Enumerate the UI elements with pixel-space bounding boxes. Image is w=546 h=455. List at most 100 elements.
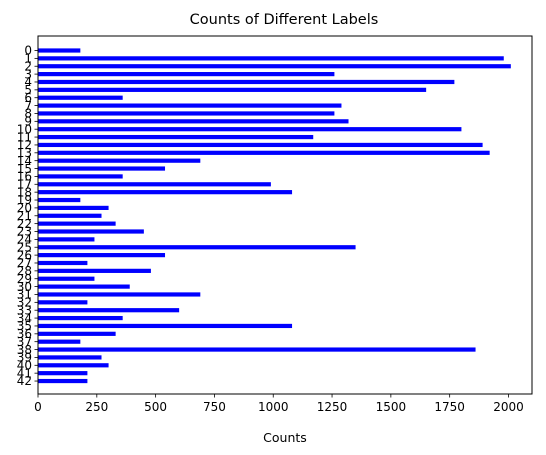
y-tick-label-9: 9 [24,115,32,129]
y-tick-label-21: 21 [17,209,32,223]
bar-12 [38,142,483,148]
bar-33 [38,308,180,313]
x-tick-label-1750: 1750 [434,400,465,414]
bar-11 [38,134,314,140]
bar-26 [38,253,166,258]
x-tick-label-750: 750 [203,400,226,414]
x-axis-ticks: 0 250 500 750 1000 1250 1500 1750 2000 [34,394,524,414]
bar-24 [38,237,95,242]
y-tick-label-10: 10 [17,122,32,136]
y-tick-label-16: 16 [17,170,32,184]
bar-16 [38,174,123,179]
bar-42 [38,378,88,384]
y-tick-label-8: 8 [24,107,32,121]
y-tick-label-35: 35 [17,319,32,333]
bar-28 [38,268,151,273]
bar-23 [38,229,144,234]
y-tick-label-42: 42 [17,374,32,388]
bar-3 [38,72,335,77]
chart-title: Counts of Different Labels [190,12,379,28]
bar-10 [38,127,462,132]
bar-31 [38,292,201,297]
bar-2 [38,64,511,69]
bar-25 [38,245,356,250]
bar-37 [38,339,81,344]
y-tick-label-33: 33 [17,303,32,317]
y-tick-label-7: 7 [24,99,32,113]
bar-32 [38,300,88,305]
y-tick-label-28: 28 [17,264,32,278]
y-tick-label-11: 11 [17,130,32,144]
y-tick-label-32: 32 [17,296,32,310]
bar-15 [38,166,166,171]
y-tick-label-38: 38 [17,343,32,357]
bar-8 [38,111,335,116]
y-tick-label-5: 5 [24,83,32,97]
y-tick-label-29: 29 [17,272,32,286]
bar-40 [38,363,109,368]
bar-0 [38,48,81,53]
bar-22 [38,221,116,226]
x-axis-label: Counts [263,430,307,445]
bar-19 [38,197,81,203]
y-tick-label-20: 20 [17,201,32,215]
y-tick-label-19: 19 [17,193,32,207]
x-tick-label-0: 0 [34,400,42,414]
bar-4 [38,79,455,85]
bar-13 [38,150,490,155]
y-tick-label-6: 6 [24,91,32,105]
bar-1 [38,56,504,61]
y-tick-label-23: 23 [17,225,32,239]
bar-20 [38,205,109,210]
y-tick-label-13: 13 [17,146,32,160]
x-tick-label-500: 500 [144,400,167,414]
y-tick-label-25: 25 [17,240,32,254]
y-tick-label-15: 15 [17,162,32,176]
y-tick-label-12: 12 [17,138,32,152]
x-tick-label-2000: 2000 [493,400,524,414]
bar-9 [38,119,349,124]
y-tick-label-26: 26 [17,248,32,262]
y-tick-label-40: 40 [17,359,32,373]
plot-frame [37,35,533,395]
bars-group [38,48,511,384]
y-tick-label-27: 27 [17,256,32,270]
bar-5 [38,87,427,92]
bar-39 [38,355,102,360]
bar-21 [38,213,102,218]
bar-7 [38,103,342,108]
bar-34 [38,315,123,321]
x-tick-label-1250: 1250 [317,400,348,414]
bar-41 [38,371,88,376]
bar-14 [38,158,201,163]
y-tick-label-0: 0 [24,44,32,58]
y-tick-label-4: 4 [24,75,32,89]
bar-29 [38,276,95,281]
y-tick-label-22: 22 [17,217,32,231]
y-tick-label-39: 39 [17,351,32,365]
y-tick-label-1: 1 [24,52,32,66]
x-tick-label-1500: 1500 [376,400,407,414]
x-tick-label-250: 250 [85,400,108,414]
bar-18 [38,190,293,195]
bar-17 [38,182,271,187]
y-axis-ticks: 0123456789101112131415161718192021222324… [17,44,38,388]
y-tick-label-30: 30 [17,280,32,294]
bar-6 [38,95,123,100]
y-tick-label-14: 14 [17,154,32,168]
bar-27 [38,260,88,266]
bar-38 [38,347,476,352]
y-tick-label-31: 31 [17,288,32,302]
y-tick-label-2: 2 [24,59,32,73]
bar-35 [38,323,293,329]
y-tick-label-17: 17 [17,177,32,191]
y-tick-label-18: 18 [17,185,32,199]
y-tick-label-3: 3 [24,67,32,81]
y-tick-label-37: 37 [17,335,32,349]
x-tick-label-1000: 1000 [258,400,289,414]
y-tick-label-41: 41 [17,366,32,380]
bar-30 [38,284,130,289]
y-tick-label-36: 36 [17,327,32,341]
y-tick-label-24: 24 [17,233,32,247]
